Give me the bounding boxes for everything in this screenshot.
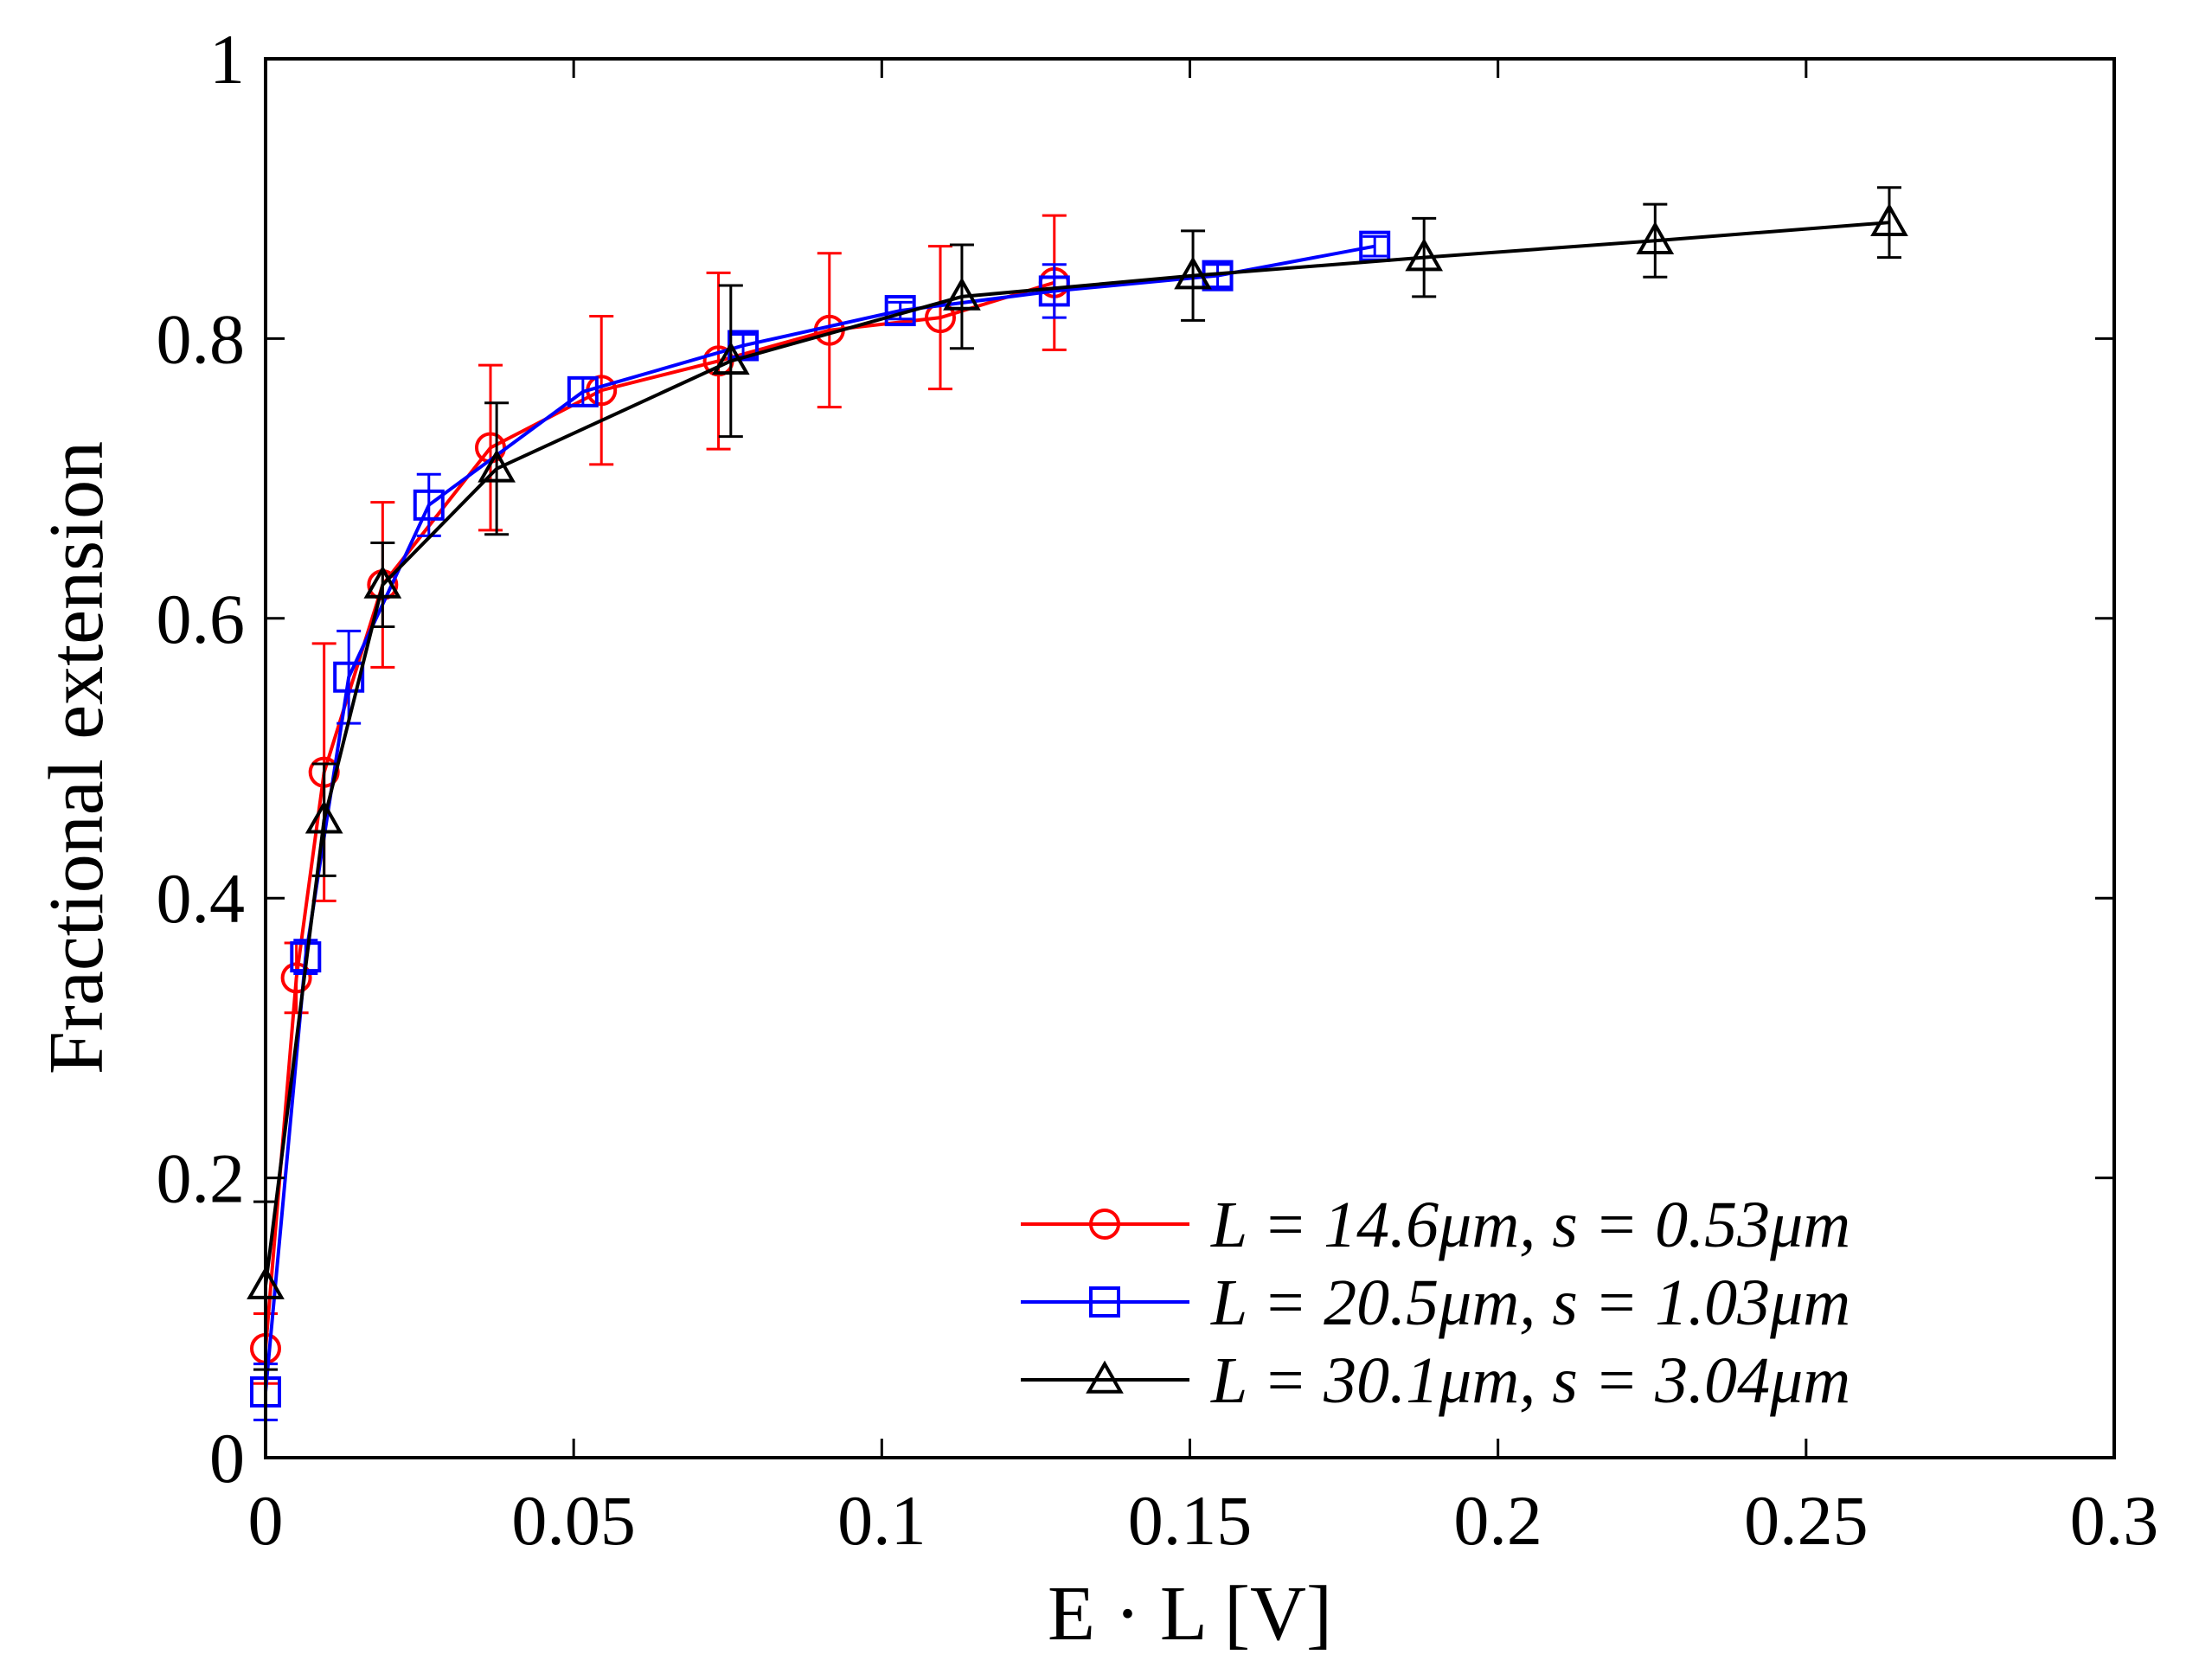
legend-entry-2: L = 20.5μm, s = 1.03μm: [1021, 1266, 1850, 1339]
legend-label: L = 20.5μm, s = 1.03μm: [1210, 1266, 1850, 1339]
x-tick-label: 0.15: [1128, 1481, 1253, 1560]
data-point: [1089, 1286, 1120, 1318]
x-tick-label: 0.25: [1744, 1481, 1869, 1560]
axis-ticks: 0 0.05 0.1 0.15 0.2 0.25 0.3 0 0.2 0.4 0.6 0.8 1: [157, 20, 2159, 1560]
x-tick-label: 0.3: [2070, 1481, 2159, 1560]
plot-area: [247, 186, 1908, 1421]
y-tick-label: 0.4: [157, 859, 246, 938]
legend-label: L = 14.6μm, s = 0.53μm: [1210, 1189, 1850, 1261]
y-tick-label: 0.8: [157, 299, 246, 378]
x-tick-label: 0: [248, 1481, 284, 1560]
x-tick-label: 0.1: [837, 1481, 926, 1560]
data-point: [1174, 256, 1212, 290]
series-line: [264, 244, 1375, 1393]
data-point: [1405, 238, 1444, 272]
x-tick-label: 0.05: [511, 1481, 636, 1560]
x-axis-label: E · L [V]: [1048, 1571, 1332, 1657]
series-line: [264, 280, 1055, 1350]
data-point: [280, 962, 312, 994]
y-tick-label: 0.2: [157, 1139, 246, 1218]
series-1: [250, 214, 1070, 1385]
data-point: [413, 489, 445, 521]
data-point: [1636, 221, 1675, 255]
series-line: [264, 221, 1890, 1286]
data-point: [1089, 1209, 1120, 1240]
legend-label: L = 30.1μm, s = 3.04μm: [1210, 1344, 1850, 1417]
data-point: [363, 565, 402, 599]
data-point: [305, 800, 343, 834]
data-point: [1086, 1360, 1124, 1394]
data-point: [478, 449, 516, 483]
data-point: [567, 375, 599, 407]
data-point: [711, 341, 750, 375]
y-tick-label: 0.6: [157, 580, 246, 658]
y-tick-label: 1: [209, 20, 245, 99]
data-point: [333, 661, 365, 693]
legend-entry-3: L = 30.1μm, s = 3.04μm: [1021, 1344, 1850, 1417]
x-tick-label: 0.2: [1453, 1481, 1542, 1560]
series-3: [247, 186, 1908, 1371]
data-point: [943, 277, 981, 311]
y-axis-label: Fractional extension: [34, 441, 119, 1074]
y-tick-label: 0: [209, 1419, 245, 1497]
x-axis-label-text: E · L [V]: [1048, 1571, 1332, 1657]
data-point: [1870, 202, 1908, 236]
legend-entry-1: L = 14.6μm, s = 0.53μm: [1021, 1189, 1850, 1261]
